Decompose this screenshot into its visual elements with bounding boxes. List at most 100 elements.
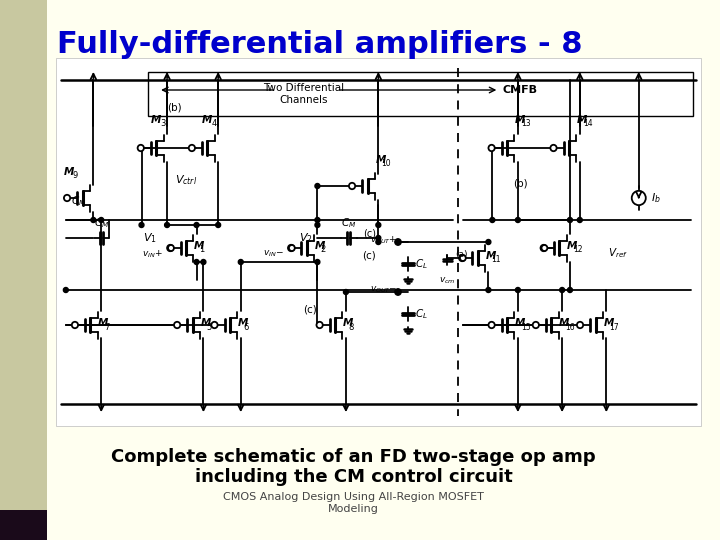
Text: 12: 12 — [573, 246, 582, 254]
Circle shape — [533, 322, 539, 328]
Text: 3: 3 — [160, 119, 166, 129]
Text: M: M — [603, 318, 613, 328]
Circle shape — [315, 184, 320, 188]
Text: M: M — [202, 115, 212, 125]
Circle shape — [490, 218, 495, 222]
Circle shape — [559, 287, 564, 293]
Text: 4: 4 — [211, 119, 217, 129]
Text: M: M — [515, 115, 526, 125]
Text: (b): (b) — [168, 103, 182, 113]
Text: 14: 14 — [582, 119, 593, 129]
Circle shape — [631, 191, 646, 205]
Circle shape — [139, 222, 144, 227]
Text: $v_{cm}$: $v_{cm}$ — [439, 275, 456, 286]
Circle shape — [541, 245, 546, 251]
Circle shape — [189, 145, 195, 151]
Text: Modeling: Modeling — [328, 504, 379, 514]
Text: (b): (b) — [513, 178, 528, 188]
Text: $V_{ref}$: $V_{ref}$ — [608, 246, 629, 260]
Bar — [0, 510, 48, 540]
Text: 7: 7 — [104, 322, 109, 332]
Circle shape — [516, 287, 521, 293]
Circle shape — [315, 260, 320, 265]
Circle shape — [315, 222, 320, 227]
Text: (c): (c) — [361, 250, 375, 260]
Circle shape — [343, 289, 348, 294]
Text: 10: 10 — [382, 159, 391, 168]
Circle shape — [194, 260, 199, 265]
Text: $C_M$: $C_M$ — [94, 216, 109, 229]
Text: $V_{ctrl}$: $V_{ctrl}$ — [175, 173, 197, 187]
Text: M: M — [559, 318, 570, 328]
Circle shape — [376, 240, 381, 245]
Circle shape — [168, 245, 174, 251]
Circle shape — [64, 195, 71, 201]
Text: $I_b$: $I_b$ — [651, 191, 660, 205]
Circle shape — [315, 218, 320, 222]
Circle shape — [174, 322, 180, 328]
Bar — [56, 58, 701, 426]
Circle shape — [201, 260, 206, 265]
Circle shape — [395, 239, 401, 245]
Text: Fully-differential amplifiers - 8: Fully-differential amplifiers - 8 — [57, 30, 582, 59]
Text: 13: 13 — [521, 119, 531, 129]
Circle shape — [317, 322, 323, 328]
Circle shape — [541, 245, 547, 251]
Text: including the CM control circuit: including the CM control circuit — [195, 468, 513, 486]
Circle shape — [289, 245, 294, 251]
Text: $V_2$: $V_2$ — [299, 231, 312, 245]
Text: Two Differential
Channels: Two Differential Channels — [263, 83, 343, 105]
Text: M: M — [151, 115, 161, 125]
Text: CMOS Analog Design Using All-Region MOSFET: CMOS Analog Design Using All-Region MOSF… — [223, 492, 485, 502]
Text: 9: 9 — [73, 172, 78, 180]
Text: M: M — [577, 115, 588, 125]
Text: (a): (a) — [455, 251, 467, 260]
Text: 16: 16 — [565, 322, 575, 332]
Text: 2: 2 — [320, 246, 325, 254]
Text: (c): (c) — [364, 228, 377, 238]
Circle shape — [376, 222, 381, 227]
Circle shape — [194, 222, 199, 227]
Text: M: M — [238, 318, 248, 328]
Text: M: M — [315, 241, 325, 251]
Circle shape — [349, 183, 355, 189]
Text: $v_{OUT}$−: $v_{OUT}$− — [370, 285, 398, 295]
Text: 1: 1 — [199, 246, 204, 254]
Text: M: M — [194, 241, 204, 251]
Circle shape — [212, 322, 217, 328]
Text: M: M — [63, 167, 74, 177]
Circle shape — [395, 240, 400, 245]
Text: $V_1$: $V_1$ — [143, 231, 157, 245]
Bar — [0, 0, 48, 540]
Circle shape — [577, 218, 582, 222]
Text: M: M — [200, 318, 211, 328]
Text: 6: 6 — [243, 322, 249, 332]
Text: $C_L$: $C_L$ — [415, 307, 428, 321]
Circle shape — [567, 287, 572, 293]
Circle shape — [238, 260, 243, 265]
Bar — [148, 72, 693, 116]
Text: $C_L$: $C_L$ — [415, 257, 428, 271]
Text: M: M — [485, 251, 496, 261]
Text: M: M — [567, 241, 577, 251]
Circle shape — [99, 218, 104, 222]
Circle shape — [459, 255, 465, 261]
Circle shape — [376, 235, 381, 240]
Text: $v_{IN}$−: $v_{IN}$− — [264, 249, 284, 259]
Text: $v_{IN}$+: $v_{IN}$+ — [143, 248, 163, 260]
Text: (c): (c) — [302, 305, 316, 315]
Text: 5: 5 — [207, 322, 212, 332]
Circle shape — [63, 287, 68, 293]
Text: $C_M$: $C_M$ — [71, 194, 86, 208]
Circle shape — [516, 218, 521, 222]
Circle shape — [395, 289, 401, 295]
Circle shape — [216, 222, 220, 227]
Circle shape — [165, 222, 169, 227]
Text: M: M — [375, 155, 386, 165]
Circle shape — [167, 245, 174, 251]
Circle shape — [577, 322, 583, 328]
Text: 11: 11 — [491, 255, 501, 265]
Circle shape — [567, 218, 572, 222]
Text: 8: 8 — [349, 322, 354, 332]
Circle shape — [395, 289, 400, 294]
